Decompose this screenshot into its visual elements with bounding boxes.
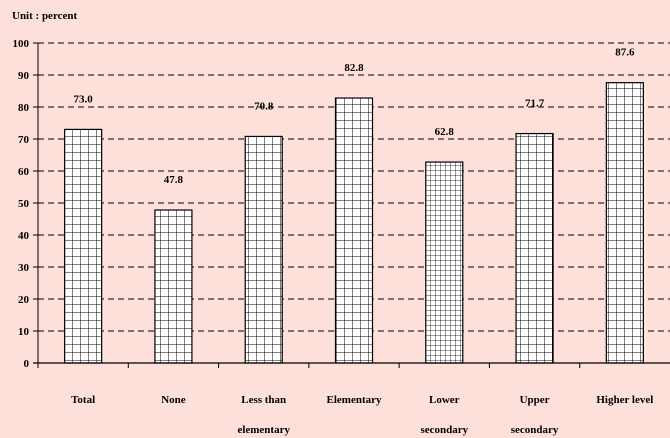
data-label: 71.7 bbox=[525, 98, 545, 110]
category-label: secondary bbox=[420, 424, 468, 436]
data-label: 82.8 bbox=[344, 62, 364, 74]
bar bbox=[64, 128, 103, 364]
data-label: 47.8 bbox=[164, 174, 184, 186]
bar bbox=[425, 161, 464, 364]
category-label: None bbox=[161, 394, 186, 406]
category-label: Upper bbox=[520, 394, 550, 406]
axes bbox=[33, 42, 670, 368]
category-label: Lower bbox=[429, 394, 460, 406]
y-tick-label: 40 bbox=[18, 230, 30, 242]
data-label: 87.6 bbox=[615, 47, 635, 59]
y-tick-label: 50 bbox=[18, 198, 30, 210]
y-tick-label: 90 bbox=[18, 70, 30, 82]
category-label: elementary bbox=[237, 424, 290, 436]
bar bbox=[244, 135, 283, 364]
y-tick-label: 10 bbox=[18, 326, 30, 338]
category-label: Less than bbox=[241, 394, 286, 406]
bar bbox=[515, 132, 554, 364]
y-tick-label: 20 bbox=[18, 294, 30, 306]
y-tick-label: 60 bbox=[18, 166, 30, 178]
labels: 0 10 20 30 40 50 60 70 80 90 100 73.0 Total 47.8 None 7… bbox=[13, 38, 654, 436]
bar bbox=[605, 82, 644, 364]
category-label: secondary bbox=[511, 424, 559, 436]
y-tick-label: 30 bbox=[18, 262, 30, 274]
data-label: 62.8 bbox=[435, 126, 455, 138]
category-label: Elementary bbox=[327, 394, 382, 406]
y-tick-label: 80 bbox=[18, 102, 30, 114]
category-label: Total bbox=[71, 394, 95, 406]
category-label: Higher level bbox=[596, 394, 653, 406]
unit-label: Unit : percent bbox=[12, 10, 78, 22]
data-label: 73.0 bbox=[74, 93, 94, 105]
bar bbox=[334, 97, 374, 364]
data-label: 70.8 bbox=[254, 100, 274, 112]
bars bbox=[64, 82, 644, 364]
y-tick-label: 70 bbox=[18, 134, 30, 146]
bar bbox=[154, 209, 193, 364]
y-tick-label: 100 bbox=[13, 38, 30, 50]
y-tick-label: 0 bbox=[24, 358, 30, 370]
